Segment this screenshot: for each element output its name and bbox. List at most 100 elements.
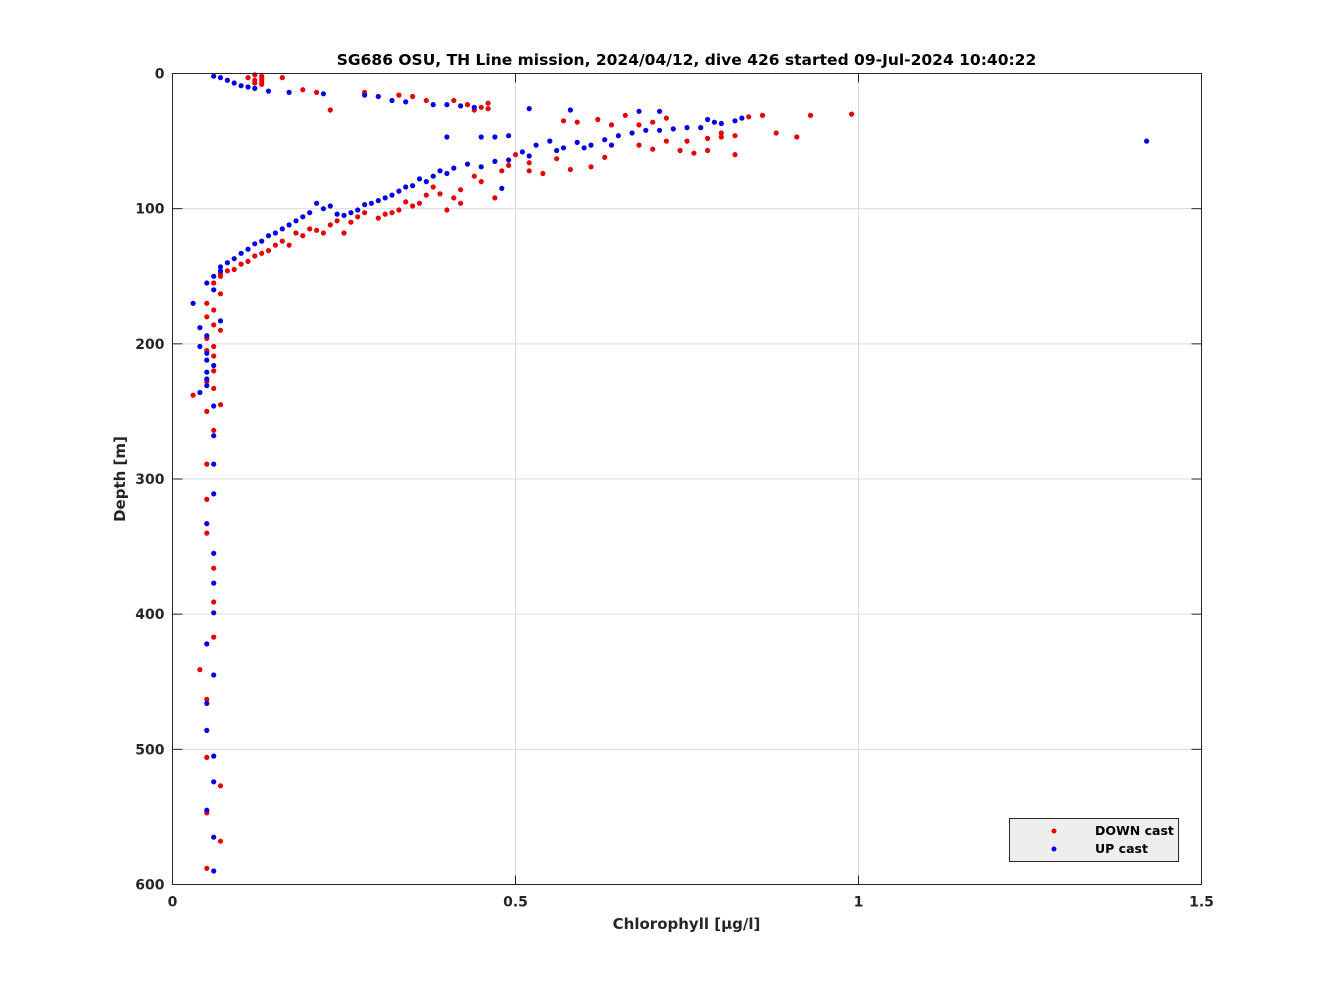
data-point (211, 433, 217, 439)
data-point (204, 807, 210, 813)
data-point (211, 343, 217, 350)
data-point (327, 107, 333, 113)
data-point (464, 102, 471, 108)
data-point (526, 168, 532, 174)
data-point (746, 114, 752, 120)
data-point (272, 242, 278, 248)
data-point (410, 183, 416, 189)
data-point (464, 161, 471, 167)
legend: DOWN cast UP cast (1009, 818, 1179, 862)
data-point (265, 233, 272, 239)
data-point (437, 168, 443, 174)
data-point (204, 530, 210, 536)
data-point (718, 130, 724, 136)
data-point (224, 77, 230, 83)
data-point (265, 248, 272, 254)
data-point (396, 188, 402, 194)
data-point (389, 97, 395, 104)
data-point (300, 87, 306, 93)
data-point (389, 192, 395, 198)
y-tick-label: 400 (135, 607, 164, 623)
legend-box (1009, 818, 1179, 862)
data-point (739, 115, 745, 121)
data-point (602, 154, 608, 160)
data-point (499, 185, 505, 191)
data-point (348, 219, 354, 225)
data-point (718, 120, 724, 127)
legend-label-down-cast: DOWN cast (1095, 823, 1174, 838)
data-point (554, 147, 560, 154)
data-point (540, 170, 546, 177)
data-point (492, 158, 498, 164)
data-point (307, 210, 313, 216)
data-point (204, 521, 210, 527)
data-point (211, 362, 217, 369)
data-point (211, 834, 217, 840)
data-point (1144, 138, 1150, 144)
data-point (403, 184, 409, 190)
data-point (677, 147, 683, 154)
data-point (245, 246, 251, 252)
data-point (416, 176, 423, 182)
data-point (217, 75, 224, 81)
data-point (410, 93, 416, 100)
data-point (416, 200, 423, 206)
data-point (718, 134, 724, 140)
data-point (314, 200, 320, 206)
data-point (320, 91, 326, 97)
data-point (574, 139, 580, 145)
data-point (245, 75, 251, 81)
data-point (430, 102, 436, 108)
data-point (608, 122, 615, 128)
data-point (204, 333, 210, 339)
data-point (595, 116, 601, 123)
data-point (471, 173, 477, 179)
data-point (334, 218, 340, 224)
data-point (348, 210, 354, 216)
data-point (533, 142, 539, 148)
data-point (499, 168, 505, 174)
data-point (451, 97, 457, 104)
data-point (204, 408, 210, 414)
y-tick-label: 600 (135, 878, 164, 894)
data-point (375, 215, 381, 221)
data-point (197, 325, 203, 331)
data-point (581, 145, 587, 151)
data-point (204, 376, 210, 382)
data-point (204, 496, 210, 502)
data-point (211, 672, 217, 678)
data-point (636, 108, 642, 114)
data-point (217, 327, 224, 333)
y-tick-label: 300 (135, 472, 164, 488)
data-point (190, 300, 196, 306)
data-point (204, 865, 210, 871)
data-point (252, 85, 258, 91)
data-point (629, 130, 635, 136)
data-point (217, 291, 224, 297)
data-point (197, 343, 203, 350)
data-point (711, 119, 718, 125)
x-tick-label: 1 (854, 895, 864, 911)
data-point (211, 322, 217, 328)
y-tick-label: 500 (135, 742, 164, 758)
data-point (478, 104, 484, 110)
legend-label-up-cast: UP cast (1095, 841, 1148, 856)
data-point (327, 222, 333, 228)
data-point (300, 214, 306, 220)
data-point (279, 75, 285, 81)
data-point (259, 81, 265, 87)
data-point (211, 461, 217, 467)
data-point (382, 211, 388, 217)
data-point (197, 389, 203, 396)
data-point (423, 192, 429, 198)
data-point (217, 783, 224, 789)
x-tick-label: 0.5 (503, 895, 528, 911)
data-point (478, 134, 484, 140)
data-point (560, 145, 567, 151)
data-point (650, 146, 656, 152)
data-point (705, 116, 711, 123)
data-point (451, 195, 457, 201)
data-point (458, 103, 464, 109)
data-point (732, 118, 738, 124)
data-point (272, 230, 278, 236)
